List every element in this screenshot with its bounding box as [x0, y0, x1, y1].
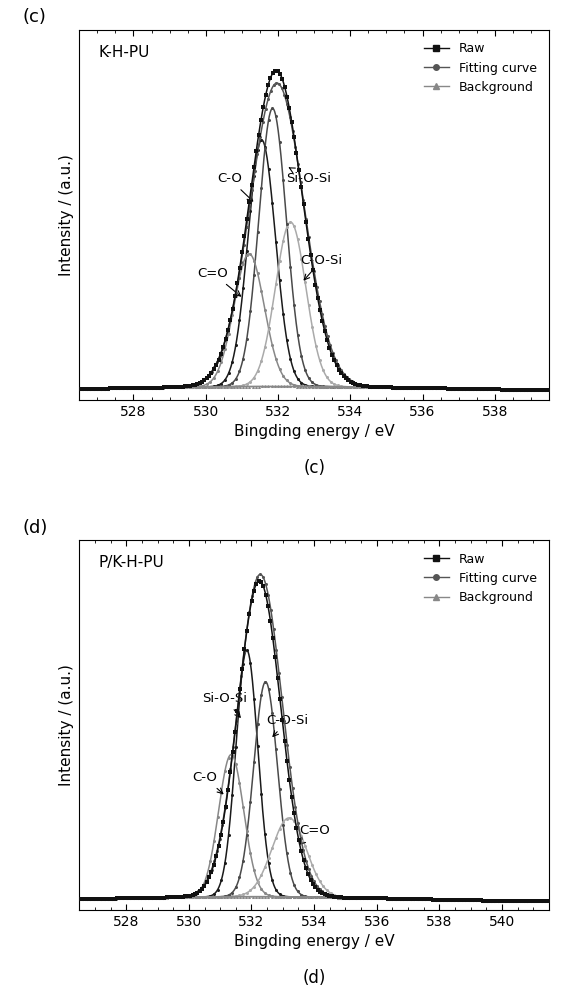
Text: (c): (c) [23, 8, 47, 26]
Legend: Raw, Fitting curve, Background: Raw, Fitting curve, Background [417, 547, 543, 611]
Text: C=O: C=O [299, 824, 329, 844]
X-axis label: Bingding energy / eV: Bingding energy / eV [234, 934, 395, 949]
Text: C-O: C-O [217, 172, 252, 201]
Text: (c): (c) [303, 459, 325, 477]
Text: C=O: C=O [198, 267, 241, 296]
X-axis label: Bingding energy / eV: Bingding energy / eV [234, 424, 395, 439]
Legend: Raw, Fitting curve, Background: Raw, Fitting curve, Background [417, 36, 543, 100]
Text: Si-O-Si: Si-O-Si [286, 168, 331, 185]
Text: P/K-H-PU: P/K-H-PU [98, 555, 164, 570]
Text: C-O-Si: C-O-Si [301, 254, 342, 280]
Text: C-O-Si: C-O-Si [267, 714, 308, 736]
Y-axis label: Intensity / (a.u.): Intensity / (a.u.) [59, 154, 74, 276]
Text: (d): (d) [23, 519, 48, 537]
Text: Si-O-Si: Si-O-Si [203, 692, 247, 717]
Text: K-H-PU: K-H-PU [98, 45, 149, 60]
Text: C-O: C-O [192, 771, 223, 794]
Y-axis label: Intensity / (a.u.): Intensity / (a.u.) [59, 664, 74, 786]
Text: (d): (d) [302, 969, 326, 987]
